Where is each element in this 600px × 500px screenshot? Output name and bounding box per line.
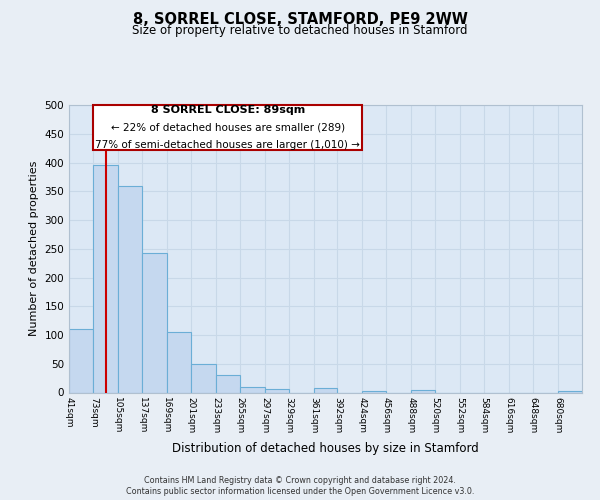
Text: 8 SORREL CLOSE: 89sqm: 8 SORREL CLOSE: 89sqm xyxy=(151,105,305,115)
X-axis label: Distribution of detached houses by size in Stamford: Distribution of detached houses by size … xyxy=(172,442,479,455)
Bar xyxy=(118,186,142,392)
Bar xyxy=(94,166,118,392)
Bar xyxy=(240,388,265,392)
Text: 8, SORREL CLOSE, STAMFORD, PE9 2WW: 8, SORREL CLOSE, STAMFORD, PE9 2WW xyxy=(133,12,467,28)
Bar xyxy=(94,105,362,150)
Text: ← 22% of detached houses are smaller (289): ← 22% of detached houses are smaller (28… xyxy=(110,122,345,132)
Bar xyxy=(167,332,191,392)
Text: 77% of semi-detached houses are larger (1,010) →: 77% of semi-detached houses are larger (… xyxy=(95,140,360,149)
Bar xyxy=(191,364,216,392)
Bar xyxy=(411,390,435,392)
Bar xyxy=(216,375,240,392)
Bar xyxy=(314,388,337,392)
Bar xyxy=(362,391,386,392)
Bar xyxy=(142,253,167,392)
Bar xyxy=(69,329,94,392)
Text: Contains HM Land Registry data © Crown copyright and database right 2024.: Contains HM Land Registry data © Crown c… xyxy=(144,476,456,485)
Text: Contains public sector information licensed under the Open Government Licence v3: Contains public sector information licen… xyxy=(126,488,474,496)
Bar xyxy=(265,389,289,392)
Y-axis label: Number of detached properties: Number of detached properties xyxy=(29,161,39,336)
Text: Size of property relative to detached houses in Stamford: Size of property relative to detached ho… xyxy=(132,24,468,37)
Bar xyxy=(557,391,582,392)
